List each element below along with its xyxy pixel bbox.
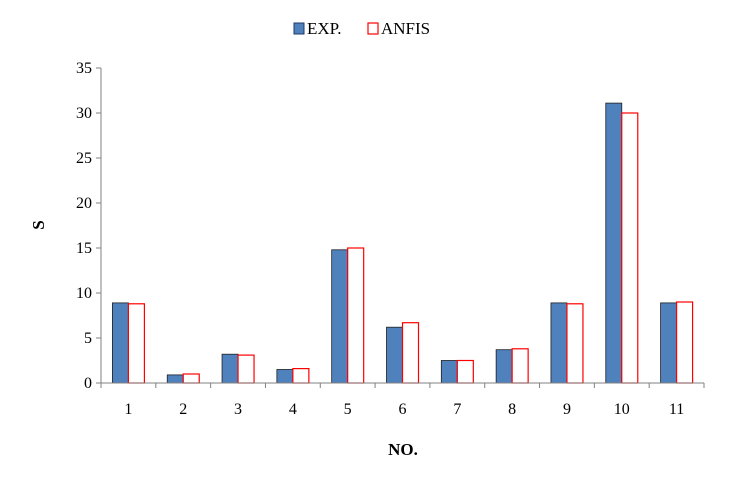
bar-anfis-6 bbox=[401, 322, 420, 384]
y-axis-title: S bbox=[29, 220, 48, 229]
bar-exp-10 bbox=[605, 102, 623, 384]
y-tick-label-0: 0 bbox=[84, 375, 92, 392]
bar-anfis-11 bbox=[675, 301, 694, 384]
bar-exp-1 bbox=[112, 302, 129, 384]
y-ticks: 0 5 10 15 20 25 30 35 bbox=[76, 60, 101, 392]
x-tick-label-4: 4 bbox=[289, 401, 297, 418]
y-tick-label-6: 30 bbox=[76, 105, 92, 122]
bar-exp-7 bbox=[440, 360, 458, 384]
x-tick-label-9: 9 bbox=[563, 401, 571, 418]
legend-swatch-anfis bbox=[367, 22, 379, 35]
legend-label-exp: EXP. bbox=[307, 19, 341, 38]
bar-exp-2 bbox=[166, 374, 184, 384]
x-axis-title: NO. bbox=[388, 440, 418, 459]
x-tick-label-2: 2 bbox=[179, 401, 187, 418]
bar-exp-4 bbox=[276, 369, 294, 384]
bar-exp-11 bbox=[660, 302, 677, 384]
x-tick-label-7: 7 bbox=[453, 401, 461, 418]
bar-exp-9 bbox=[550, 302, 568, 384]
x-tick-label-5: 5 bbox=[344, 401, 352, 418]
y-tick-label-7: 35 bbox=[76, 60, 92, 77]
x-ticks: 1 2 3 4 5 6 7 8 9 10 11 bbox=[100, 383, 705, 418]
x-tick-label-11: 11 bbox=[669, 401, 684, 418]
legend-swatch-exp bbox=[293, 22, 305, 35]
x-tick-label-10: 10 bbox=[614, 401, 630, 418]
bar-exp-8 bbox=[495, 349, 513, 384]
y-tick-label-3: 15 bbox=[76, 240, 92, 257]
bar-anfis-8 bbox=[511, 348, 529, 384]
x-tick-label-1: 1 bbox=[124, 401, 132, 418]
legend-label-anfis: ANFIS bbox=[381, 19, 430, 38]
legend: EXP. ANFIS bbox=[293, 19, 430, 38]
bar-anfis-4 bbox=[292, 368, 310, 384]
y-tick-label-5: 25 bbox=[76, 150, 92, 167]
y-tick-label-1: 5 bbox=[84, 330, 92, 347]
bar-exp-3 bbox=[221, 353, 239, 384]
bar-exp-5 bbox=[331, 249, 349, 384]
x-tick-label-8: 8 bbox=[508, 401, 516, 418]
y-tick-label-4: 20 bbox=[76, 195, 92, 212]
x-tick-label-3: 3 bbox=[234, 401, 242, 418]
bar-anfis-7 bbox=[456, 359, 474, 384]
bar-anfis-10 bbox=[621, 112, 639, 384]
bar-anfis-2 bbox=[182, 373, 200, 384]
x-tick-label-6: 6 bbox=[399, 401, 407, 418]
bars bbox=[112, 102, 694, 384]
bar-anfis-9 bbox=[566, 303, 584, 384]
y-tick-label-2: 10 bbox=[76, 285, 92, 302]
bar-anfis-3 bbox=[237, 354, 255, 384]
bar-anfis-1 bbox=[127, 303, 146, 384]
bar-exp-6 bbox=[386, 326, 403, 384]
bar-anfis-5 bbox=[347, 247, 365, 384]
plot-area: 0 5 10 15 20 25 30 35 1 2 3 4 5 6 7 8 9 10 11 bbox=[76, 60, 705, 418]
